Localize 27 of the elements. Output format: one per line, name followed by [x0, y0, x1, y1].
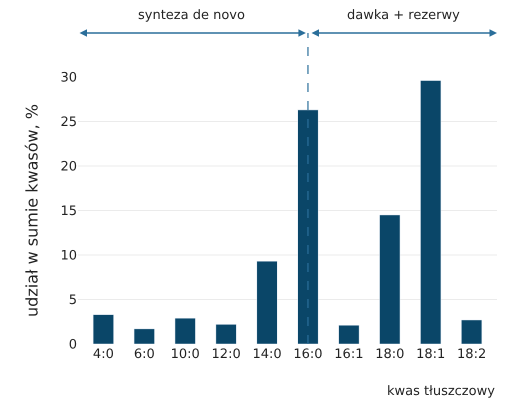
y-tick-label: 25 — [60, 115, 77, 130]
x-tick-label: 12:0 — [212, 347, 241, 362]
y-axis-title: udział w sumie kwasów, % — [22, 104, 42, 317]
x-tick-label: 16:1 — [334, 347, 364, 362]
x-tick-label: 18:1 — [416, 347, 446, 362]
y-tick-label: 5 — [68, 293, 77, 308]
bar — [461, 320, 482, 344]
x-tick-label: 10:0 — [170, 347, 200, 362]
bar — [134, 328, 155, 344]
y-tick-label: 30 — [60, 70, 77, 86]
bar — [338, 325, 360, 344]
x-tick-label: 4:0 — [92, 347, 114, 362]
x-tick-label: 18:0 — [375, 347, 404, 362]
y-tick-label: 20 — [60, 160, 77, 175]
x-tick-label: 14:0 — [252, 347, 282, 362]
y-tick-label: 10 — [60, 248, 77, 264]
y-tick-label: 0 — [68, 338, 77, 353]
bar — [92, 314, 114, 344]
y-tick-label: 15 — [60, 204, 77, 220]
bar — [174, 318, 196, 344]
text: synteza de novo — [138, 8, 245, 23]
bar — [216, 324, 237, 344]
x-tick-label: 16:0 — [293, 347, 323, 362]
x-tick-label: 18:2 — [457, 347, 486, 362]
x-axis-title: kwas tłuszczowy — [387, 384, 496, 399]
text: dawka + rezerwy — [347, 8, 460, 23]
x-tick-label: 6:0 — [134, 347, 155, 362]
